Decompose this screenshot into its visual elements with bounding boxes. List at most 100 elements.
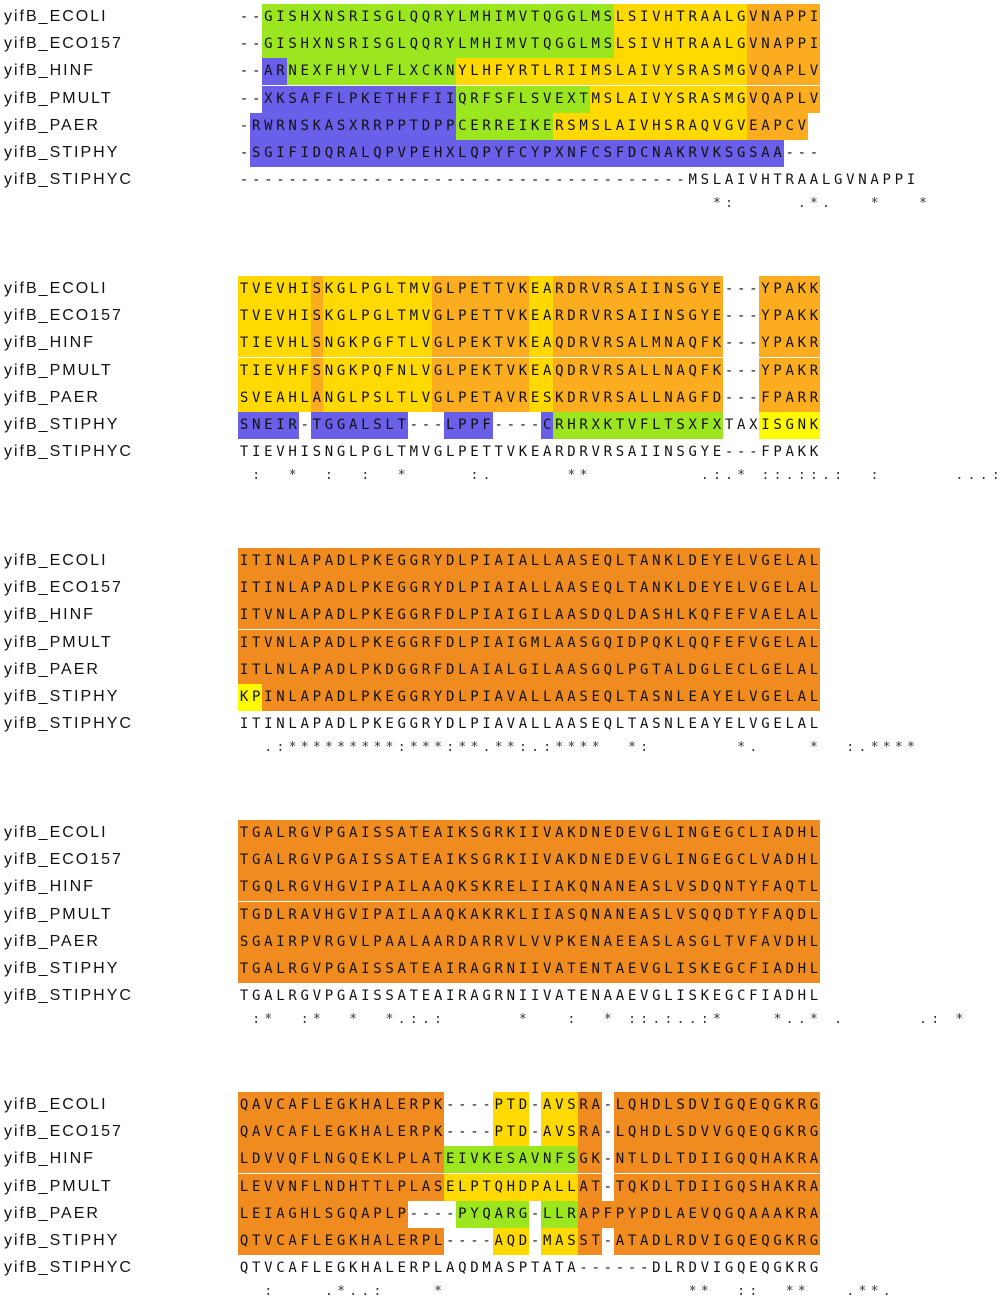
sequence-name: yifB_STIPHYC (4, 1259, 133, 1277)
sequence-row: yifB_ECO157 I T I N L A P A D L P K E G G R Y D L P I A I A L L A A S… (0, 575, 1000, 603)
sequence-row: yifB_ECO157 T G A L R G V P G A I S S A T E A I K S G R K I I V A K D… (0, 847, 1000, 875)
sequence-name: yifB_HINF (4, 334, 95, 352)
sequence-row: yifB_PAER I T L N L A P A D L P K D G G R F D L A I A L G I L A A S G Q… (0, 656, 1000, 684)
sequence-row: yifB_STIPHYC Q T V C A F L E G K H A L E R P L A Q D M A S P T A T A… (0, 1255, 1000, 1282)
consensus-line: *: . *. * * (713, 196, 927, 212)
sequence-row: yifB_PMULT T G D L R A V H G V I P A I L A A Q K A K R K L I I A S Q N… (0, 901, 1000, 929)
sequence-name: yifB_PAER (4, 116, 100, 134)
sequence-name: yifB_STIPHYC (4, 715, 133, 733)
sequence-row: yifB_STIPHY T G A L R G V P G A I S S A T E A I R A G R N I I V A T E… (0, 956, 1000, 983)
sequence-row: yifB_PMULT I T V N L A P A D L P K E G G R F D L P I A I G M L A A S G… (0, 629, 1000, 657)
sequence-name: yifB_PMULT (4, 1177, 113, 1195)
sequence-name: yifB_ECOLI (4, 280, 108, 297)
sequence-name: yifB_ECO157 (4, 851, 123, 869)
sequence-row: yifB_STIPHY - S G I F I D Q R A L Q P V P E H X L Q P Y F C Y P X N F… (0, 140, 1000, 167)
sequence-name: yifB_PAER (4, 1204, 100, 1222)
sequence-row: yifB_STIPHY K P I N L A P A D L P K E G G R Y D L P I A V A L L A A S… (0, 684, 1000, 711)
sequence-name: yifB_ECO157 (4, 35, 123, 53)
consensus-line: : * : : * :. * * .:. * ::.::.: : ...: (252, 468, 1000, 484)
sequence-row: yifB_STIPHY Q T V C A F L E G K H A L E R P L - - - - A Q D - M A S S… (0, 1228, 1000, 1255)
consensus-line: : . *..: * * * :: * * . * *. (264, 1284, 891, 1300)
sequence-row: yifB_PMULT L E V V N F L N D H T T L P L A S E L P T Q H D P A L L A T… (0, 1173, 1000, 1201)
sequence-row: yifB_ECOLI Q A V C A F L E G K H A L E R P K - - - - P T D - A V S R A… (0, 1092, 1000, 1119)
sequence-name: yifB_HINF (4, 1150, 95, 1168)
sequence-row: yifB_PMULT - - X K S A F F L P K E T H F F I I Q R F S F L S V E X T M… (0, 85, 1000, 113)
sequence-name: yifB_HINF (4, 878, 95, 896)
sequence-name: yifB_ECOLI (4, 1096, 108, 1113)
sequence-row: yifB_PAER S G A I R P V R G V L P A A L A A R D A R R V L V V P K E N A… (0, 928, 1000, 956)
sequence-name: yifB_PMULT (4, 633, 113, 651)
sequence-name: yifB_STIPHY (4, 416, 120, 433)
sequence-name: yifB_PMULT (4, 89, 113, 107)
sequence-name: yifB_ECOLI (4, 824, 108, 841)
sequence-row: yifB_HINF T G Q L R G V H G V I P A I L A A Q K S K R E L I I A K Q N A… (0, 874, 1000, 902)
sequence-row: yifB_ECO157 T V E V H I S K G L P G L T M V G L P E T T V K E A R D R… (0, 303, 1000, 331)
sequence-name: yifB_STIPHY (4, 688, 120, 705)
sequence-row: yifB_HINF I T V N L A P A D L P K E G G R F D L P I A I G I L A A S D Q… (0, 602, 1000, 630)
sequence-name: yifB_ECO157 (4, 1123, 123, 1141)
sequence-name: yifB_STIPHY (4, 1232, 120, 1249)
sequence-name: yifB_PAER (4, 660, 100, 678)
consensus-line: : * : * * *.:.: * : * ::.:..: * *.. * . .: * (252, 1012, 964, 1028)
sequence-row: yifB_STIPHYC T G A L R G V P G A I S S A T E A I R A G R N I I V A T… (0, 983, 1000, 1010)
sequence-name: yifB_ECOLI (4, 8, 108, 25)
sequence-row: yifB_PAER - R W R N S K A S X R R P P T D P P C E R R E I K E R S M S L… (0, 112, 1000, 140)
sequence-name: yifB_ECOLI (4, 552, 108, 569)
sequence-name: yifB_STIPHYC (4, 987, 133, 1005)
sequence-row: yifB_ECO157 - - G I S H X N S R I S G L Q Q R Y L M H I M V T Q G G L… (0, 31, 1000, 59)
sequence-row: yifB_PMULT T I E V H F S N G K P Q F N L V G L P E K T V K E A Q D R V… (0, 357, 1000, 385)
sequence-name: yifB_PMULT (4, 361, 113, 379)
sequence-name: yifB_STIPHYC (4, 171, 133, 189)
sequence-name: yifB_HINF (4, 606, 95, 624)
sequence-row: yifB_STIPHYC - - - - - - - - - - - - - - - - - - - - - - - - - - - -… (0, 167, 1000, 194)
sequence-name: yifB_ECO157 (4, 579, 123, 597)
sequence-row: yifB_STIPHY S N E I R - T G G A L S L T - - - L P P F - - - - C R H R… (0, 412, 1000, 439)
sequence-name: yifB_STIPHYC (4, 443, 133, 461)
sequence-row: yifB_ECOLI I T I N L A P A D L P K E G G R Y D L P I A I A L L A A S E… (0, 548, 1000, 575)
sequence-row: yifB_PAER L E I A G H L S G Q A P L P - - - - P Y Q A R G - L L R A P F… (0, 1200, 1000, 1228)
sequence-row: yifB_ECOLI T V E V H I S K G L P G L T M V G L P E T T V K E A R D R V… (0, 276, 1000, 303)
sequence-row: yifB_HINF - - A R N E X F H Y V L F L X C K N Y L H F Y R T L R I I M S… (0, 58, 1000, 86)
sequence-name: yifB_STIPHY (4, 144, 120, 161)
sequence-row: yifB_ECOLI T G A L R G V P G A I S S A T E A I K S G R K I I V A K D N… (0, 820, 1000, 847)
sequence-name: yifB_STIPHY (4, 960, 120, 977)
consensus-line: .: * * * * * * * * *: * * *: * *. * *:.: * * * * *: *. * :. *… (264, 740, 915, 756)
sequence-name: yifB_ECO157 (4, 307, 123, 325)
sequence-name: yifB_PAER (4, 932, 100, 950)
sequence-row: yifB_PAER S V E A H L A N G L P S L T L V G L P E T A V R E S K D R V R… (0, 384, 1000, 412)
sequence-name: yifB_PAER (4, 388, 100, 406)
sequence-row: yifB_STIPHYC T I E V H I S N G L P G L T M V G L P E T T V K E A R D… (0, 439, 1000, 466)
